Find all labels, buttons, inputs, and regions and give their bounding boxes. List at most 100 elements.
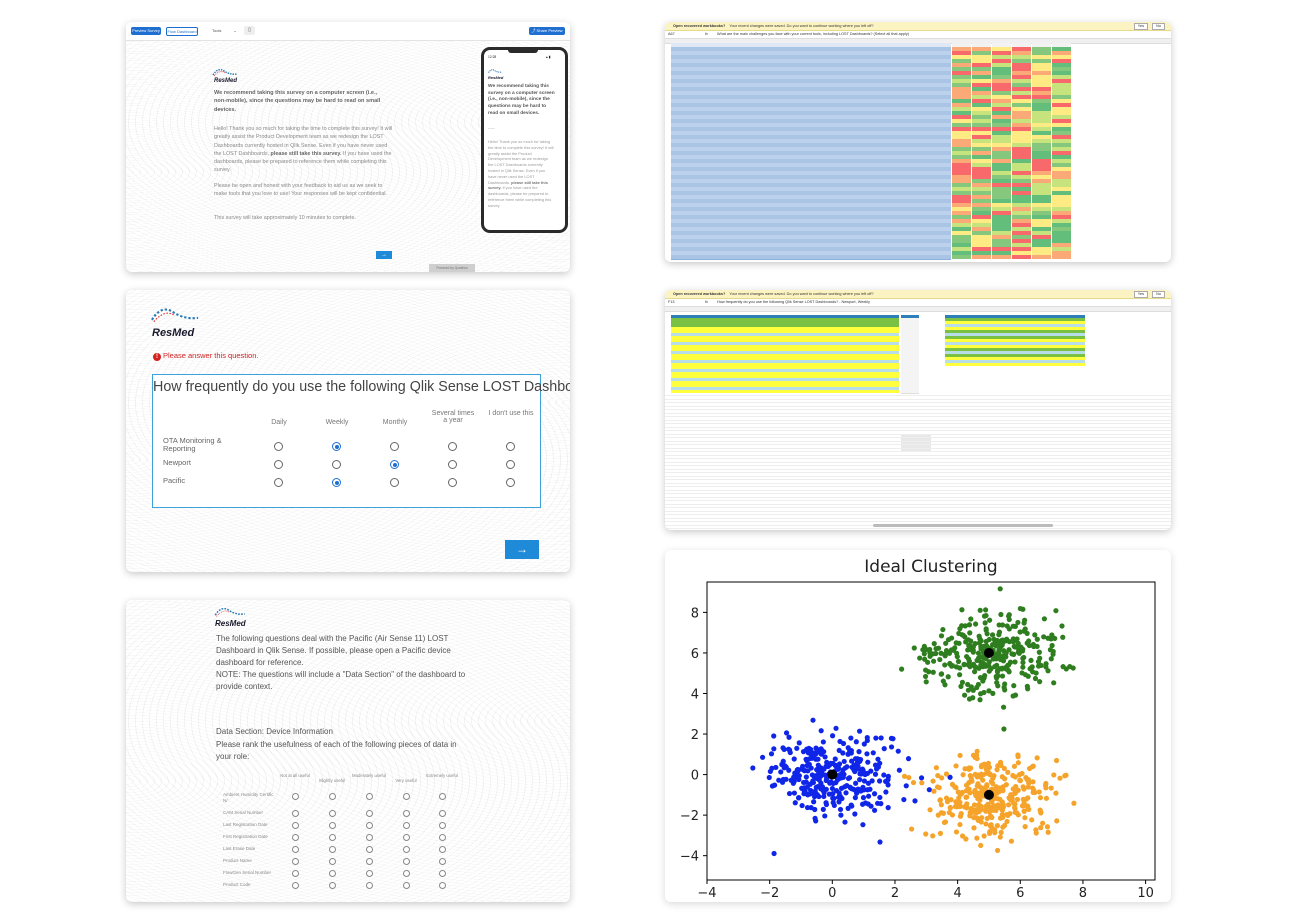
value-cell[interactable]	[1032, 251, 1051, 255]
value-cell[interactable]	[972, 67, 991, 71]
value-cell[interactable]	[952, 243, 971, 247]
table-row[interactable]	[665, 390, 1171, 394]
value-cell[interactable]	[1032, 155, 1051, 159]
notes-cell[interactable]	[945, 363, 1085, 366]
value-cell[interactable]	[1032, 219, 1051, 223]
value-cell[interactable]	[1012, 95, 1031, 99]
value-cell[interactable]	[1012, 207, 1031, 211]
value-cell[interactable]	[992, 51, 1011, 55]
value-cell[interactable]	[972, 147, 991, 151]
frequency-radio[interactable]	[390, 442, 399, 451]
value-cell[interactable]	[1052, 167, 1071, 171]
value-cell[interactable]	[1012, 83, 1031, 87]
value-cell[interactable]	[972, 243, 991, 247]
value-cell[interactable]	[1012, 175, 1031, 179]
value-cell[interactable]	[952, 191, 971, 195]
value-cell[interactable]	[1052, 219, 1071, 223]
value-cell[interactable]	[972, 135, 991, 139]
value-cell[interactable]	[1052, 247, 1071, 251]
question-cell[interactable]	[671, 384, 899, 387]
value-cell[interactable]	[1012, 43, 1031, 47]
value-cell[interactable]	[992, 115, 1011, 119]
table-row[interactable]	[665, 255, 1171, 260]
value-cell[interactable]	[1052, 115, 1071, 119]
value-cell[interactable]	[952, 47, 971, 51]
value-cell[interactable]	[972, 239, 991, 243]
value-cell[interactable]	[1052, 43, 1071, 47]
value-cell[interactable]	[1032, 127, 1051, 131]
value-cell[interactable]	[1012, 151, 1031, 155]
value-cell[interactable]	[1032, 215, 1051, 219]
value-cell[interactable]	[952, 235, 971, 239]
question-cell[interactable]	[671, 315, 899, 318]
value-cell[interactable]	[1052, 123, 1071, 127]
value-cell[interactable]	[1012, 103, 1031, 107]
question-cell[interactable]	[671, 327, 899, 330]
value-cell[interactable]	[992, 139, 1011, 143]
value-cell[interactable]	[992, 79, 1011, 83]
value-cell[interactable]	[1032, 119, 1051, 123]
value-cell[interactable]	[1052, 251, 1071, 255]
rank-radio[interactable]	[402, 810, 410, 817]
rank-radio[interactable]	[328, 834, 336, 841]
value-cell[interactable]	[992, 227, 1011, 231]
value-cell[interactable]	[972, 175, 991, 179]
value-cell[interactable]	[972, 99, 991, 103]
value-cell[interactable]	[1012, 135, 1031, 139]
question-cell[interactable]	[671, 354, 899, 357]
rank-radio[interactable]	[365, 810, 373, 817]
rank-radio[interactable]	[291, 810, 299, 817]
value-cell[interactable]	[1032, 167, 1051, 171]
value-cell[interactable]	[992, 123, 1011, 127]
recovery-no-button[interactable]: No	[1152, 291, 1165, 298]
value-cell[interactable]	[992, 251, 1011, 255]
value-cell[interactable]	[992, 75, 1011, 79]
rank-radio[interactable]	[365, 858, 373, 865]
spreadsheet-grid[interactable]	[665, 311, 1171, 530]
value-cell[interactable]	[1012, 255, 1031, 259]
shaded-cell-block[interactable]	[901, 435, 931, 451]
value-cell[interactable]	[992, 195, 1011, 199]
value-cell[interactable]	[952, 219, 971, 223]
value-cell[interactable]	[972, 83, 991, 87]
powered-by-badge[interactable]: Powered by Qualtrics	[429, 264, 475, 272]
value-cell[interactable]	[952, 75, 971, 79]
value-cell[interactable]	[992, 175, 1011, 179]
value-cell[interactable]	[972, 251, 991, 255]
value-cell[interactable]	[1032, 67, 1051, 71]
rank-radio[interactable]	[291, 834, 299, 841]
notes-cell[interactable]	[945, 360, 1085, 363]
rank-radio[interactable]	[365, 793, 373, 800]
value-cell[interactable]	[1032, 123, 1051, 127]
value-cell[interactable]	[1052, 67, 1071, 71]
value-cell[interactable]	[1032, 223, 1051, 227]
value-cell[interactable]	[952, 71, 971, 75]
formula-input[interactable]: How frequently do you use the following …	[717, 300, 871, 304]
value-cell[interactable]	[992, 255, 1011, 259]
value-cell[interactable]	[1032, 207, 1051, 211]
value-cell[interactable]	[1032, 63, 1051, 67]
value-cell[interactable]	[1012, 63, 1031, 67]
tools-dropdown[interactable]: Tools ⌄	[212, 27, 237, 35]
value-cell[interactable]	[1012, 55, 1031, 59]
value-cell[interactable]	[952, 67, 971, 71]
value-cell[interactable]	[952, 43, 971, 47]
value-cell[interactable]	[1032, 195, 1051, 199]
formula-input[interactable]: What are the main challenges you face wi…	[717, 32, 909, 36]
rank-radio[interactable]	[438, 793, 446, 800]
value-cell[interactable]	[1032, 191, 1051, 195]
value-cell[interactable]	[1032, 99, 1051, 103]
frequency-radio[interactable]	[506, 442, 515, 451]
value-cell[interactable]	[1052, 239, 1071, 243]
value-cell[interactable]	[992, 171, 1011, 175]
question-cell[interactable]	[671, 363, 899, 366]
rank-radio[interactable]	[438, 822, 446, 829]
value-cell[interactable]	[972, 199, 991, 203]
value-cell[interactable]	[1052, 139, 1071, 143]
value-cell[interactable]	[1012, 155, 1031, 159]
value-cell[interactable]	[992, 55, 1011, 59]
value-cell[interactable]	[1012, 75, 1031, 79]
value-cell[interactable]	[1032, 91, 1051, 95]
value-cell[interactable]	[972, 219, 991, 223]
value-cell[interactable]	[952, 119, 971, 123]
